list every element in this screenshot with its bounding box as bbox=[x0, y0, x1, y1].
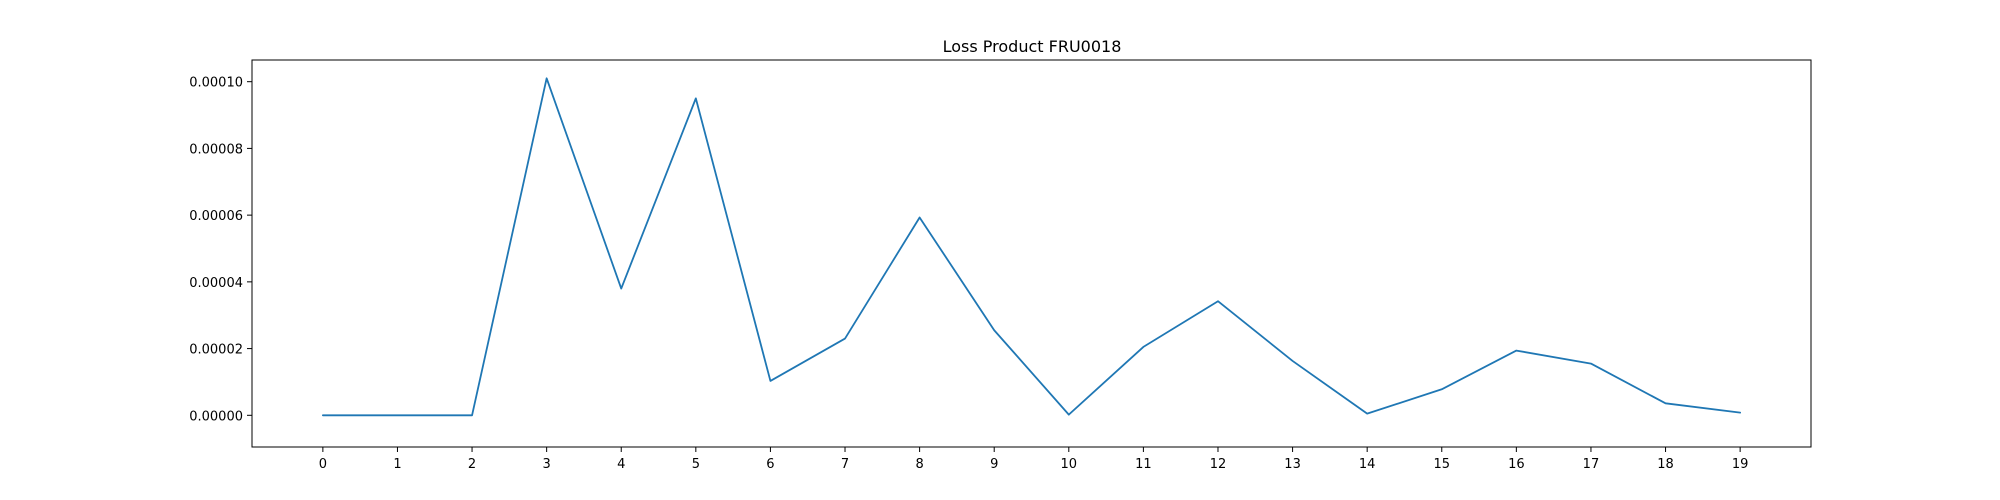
x-tick-label: 2 bbox=[468, 457, 476, 472]
x-tick-label: 3 bbox=[543, 457, 551, 472]
x-tick-label: 4 bbox=[617, 457, 625, 472]
x-tick-label: 16 bbox=[1508, 457, 1525, 472]
x-tick-label: 6 bbox=[766, 457, 774, 472]
x-tick-label: 7 bbox=[841, 457, 849, 472]
x-tick-label: 14 bbox=[1359, 457, 1376, 472]
x-tick-label: 18 bbox=[1657, 457, 1674, 472]
axes-frame bbox=[251, 59, 1812, 448]
y-tick-label: 0.00006 bbox=[189, 209, 243, 224]
x-tick-label: 15 bbox=[1433, 457, 1450, 472]
x-tick-label: 5 bbox=[692, 457, 700, 472]
x-tick-label: 19 bbox=[1732, 457, 1749, 472]
plot-area: 0 1 2 3 4 5 6 7 8 9 10 11 12 13 14 15 16 17 18 190.000000.0… bbox=[189, 76, 1748, 472]
x-tick-label: 13 bbox=[1284, 457, 1301, 472]
x-tick-label: 9 bbox=[990, 457, 998, 472]
y-tick-label: 0.00008 bbox=[189, 142, 243, 157]
x-tick-label: 12 bbox=[1210, 457, 1227, 472]
y-tick-label: 0.00000 bbox=[189, 409, 243, 424]
series-line bbox=[321, 77, 1742, 417]
x-tick-label: 17 bbox=[1583, 457, 1600, 472]
y-tick-label: 0.00004 bbox=[189, 276, 243, 291]
x-tick-label: 0 bbox=[319, 457, 327, 472]
x-tick-label: 8 bbox=[915, 457, 923, 472]
y-tick-label: 0.00002 bbox=[189, 343, 243, 358]
y-tick-label: 0.00010 bbox=[189, 76, 243, 91]
x-tick-label: 11 bbox=[1135, 457, 1152, 472]
x-tick-label: 1 bbox=[393, 457, 401, 472]
x-tick-label: 10 bbox=[1061, 457, 1078, 472]
chart-title: Loss Product FRU0018 bbox=[943, 37, 1122, 56]
